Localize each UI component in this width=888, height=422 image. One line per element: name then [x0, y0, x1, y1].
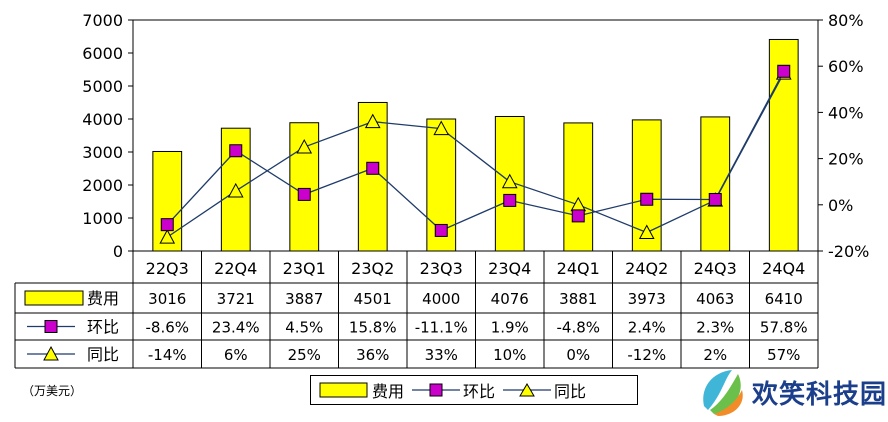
- y-right-tick-label: 60%: [828, 57, 864, 76]
- table-cell: 3016: [148, 290, 186, 308]
- x-tick-label: 22Q4: [214, 259, 257, 278]
- legend-item-bar: 费用: [319, 378, 404, 402]
- point-mom-22Q3: [160, 218, 174, 232]
- point-mom-23Q2: [366, 161, 380, 175]
- table-cell: 6%: [224, 346, 248, 364]
- point-mom-24Q4: [777, 64, 791, 78]
- row-label: 环比: [87, 318, 119, 337]
- point-mom-24Q2: [640, 192, 654, 206]
- table-cell: 3881: [559, 290, 597, 308]
- legend-item-yoy: 同比: [503, 378, 586, 402]
- legend-bar-swatch: [319, 382, 368, 398]
- y-left-tick-label: 4000: [82, 110, 123, 129]
- x-tick-label: 23Q1: [283, 259, 326, 278]
- bar-24Q3: [700, 116, 731, 252]
- row-key-square-icon: [44, 320, 58, 333]
- x-tick-label: 23Q4: [488, 259, 531, 278]
- y-left-tick-label: 1000: [82, 209, 123, 228]
- table-cell: 57%: [767, 346, 800, 364]
- x-tick-label: 24Q2: [625, 259, 668, 278]
- point-yoy-23Q4: [501, 173, 518, 189]
- watermark-text: 欢笑科技园: [752, 380, 888, 410]
- legend-yoy-swatch: [503, 383, 552, 397]
- y-left-tick-label: 3000: [82, 143, 123, 162]
- x-tick-label: 23Q2: [351, 259, 394, 278]
- table-cell: 3721: [217, 290, 255, 308]
- table-cell: 4000: [422, 290, 460, 308]
- point-mom-24Q1: [571, 209, 585, 223]
- table-cell: 6410: [765, 290, 803, 308]
- table-cell: 2.4%: [628, 319, 666, 337]
- y-left-tick-label: 7000: [82, 11, 123, 30]
- table-cell: 4063: [696, 290, 734, 308]
- table-cell: 4.5%: [285, 319, 323, 337]
- table-cell: 36%: [356, 346, 389, 364]
- y-right-tick-label: -20%: [828, 242, 869, 261]
- table-cell: -4.8%: [556, 319, 600, 337]
- legend-item-mom: 环比: [412, 378, 495, 402]
- x-tick-label: 23Q3: [420, 259, 463, 278]
- table-cell: -8.6%: [145, 319, 189, 337]
- legend-label-bar: 费用: [372, 382, 405, 401]
- row-key-bar: [24, 290, 84, 306]
- point-yoy-23Q3: [433, 120, 450, 136]
- table-cell: 57.8%: [760, 319, 808, 337]
- x-tick-label: 24Q3: [694, 259, 737, 278]
- point-yoy-22Q4: [227, 182, 244, 198]
- line-square: [166, 70, 785, 232]
- y-right-tick-label: 40%: [828, 103, 864, 122]
- table-cell: 23.4%: [212, 319, 260, 337]
- table-cell: 15.8%: [349, 319, 397, 337]
- unit-label: （万美元）: [22, 384, 83, 398]
- legend: 费用 环比 同比: [310, 375, 638, 405]
- y-right-tick-label: 80%: [828, 11, 864, 30]
- point-mom-23Q1: [297, 187, 311, 201]
- y-left-tick-label: 6000: [82, 44, 123, 63]
- table-cell: -12%: [627, 346, 666, 364]
- point-mom-22Q4: [229, 144, 243, 158]
- line-triangle: [166, 72, 785, 238]
- table-cell: 2%: [703, 346, 727, 364]
- table-cell: 0%: [566, 346, 590, 364]
- table-cell: 33%: [425, 346, 458, 364]
- point-yoy-22Q3: [159, 229, 176, 244]
- y-left-tick-label: 0: [113, 242, 123, 261]
- point-yoy-23Q1: [296, 138, 313, 154]
- table-cell: -14%: [148, 346, 187, 364]
- logo-leaf-icon: [703, 370, 743, 416]
- bar-24Q1: [563, 122, 594, 252]
- table-cell: 3887: [285, 290, 323, 308]
- x-tick-label: 22Q3: [146, 259, 189, 278]
- watermark-logo: 欢笑科技园: [698, 362, 888, 422]
- legend-label-yoy: 同比: [554, 382, 587, 401]
- row-label: 同比: [87, 345, 119, 364]
- point-yoy-24Q2: [638, 224, 655, 240]
- x-tick-label: 24Q1: [557, 259, 600, 278]
- table-cell: 2.3%: [696, 319, 734, 337]
- table-cell: 10%: [493, 346, 526, 364]
- row-key-triangle-icon: [43, 345, 59, 361]
- table-cell: 4501: [354, 290, 392, 308]
- legend-label-mom: 环比: [463, 382, 496, 401]
- point-mom-24Q3: [708, 192, 722, 206]
- table-cell: -11.1%: [415, 319, 468, 337]
- row-label: 费用: [87, 289, 119, 308]
- table-cell: 1.9%: [491, 319, 529, 337]
- point-yoy-23Q2: [364, 113, 381, 129]
- y-right-tick-label: 20%: [828, 150, 864, 169]
- chart: 7000 6000 5000 4000 3000 2000 1000 0 80% 60% 40% 20…: [14, 11, 869, 369]
- y-left-tick-label: 2000: [82, 176, 123, 195]
- y-left-tick-label: 5000: [82, 77, 123, 96]
- table-cell: 25%: [288, 346, 321, 364]
- legend-mom-swatch: [412, 383, 461, 397]
- point-mom-23Q4: [503, 193, 517, 207]
- point-mom-23Q3: [434, 223, 448, 237]
- x-tick-label: 24Q4: [762, 259, 805, 278]
- table-cell: 3973: [628, 290, 666, 308]
- y-right-tick-label: 0%: [828, 196, 853, 215]
- table-cell: 4076: [491, 290, 529, 308]
